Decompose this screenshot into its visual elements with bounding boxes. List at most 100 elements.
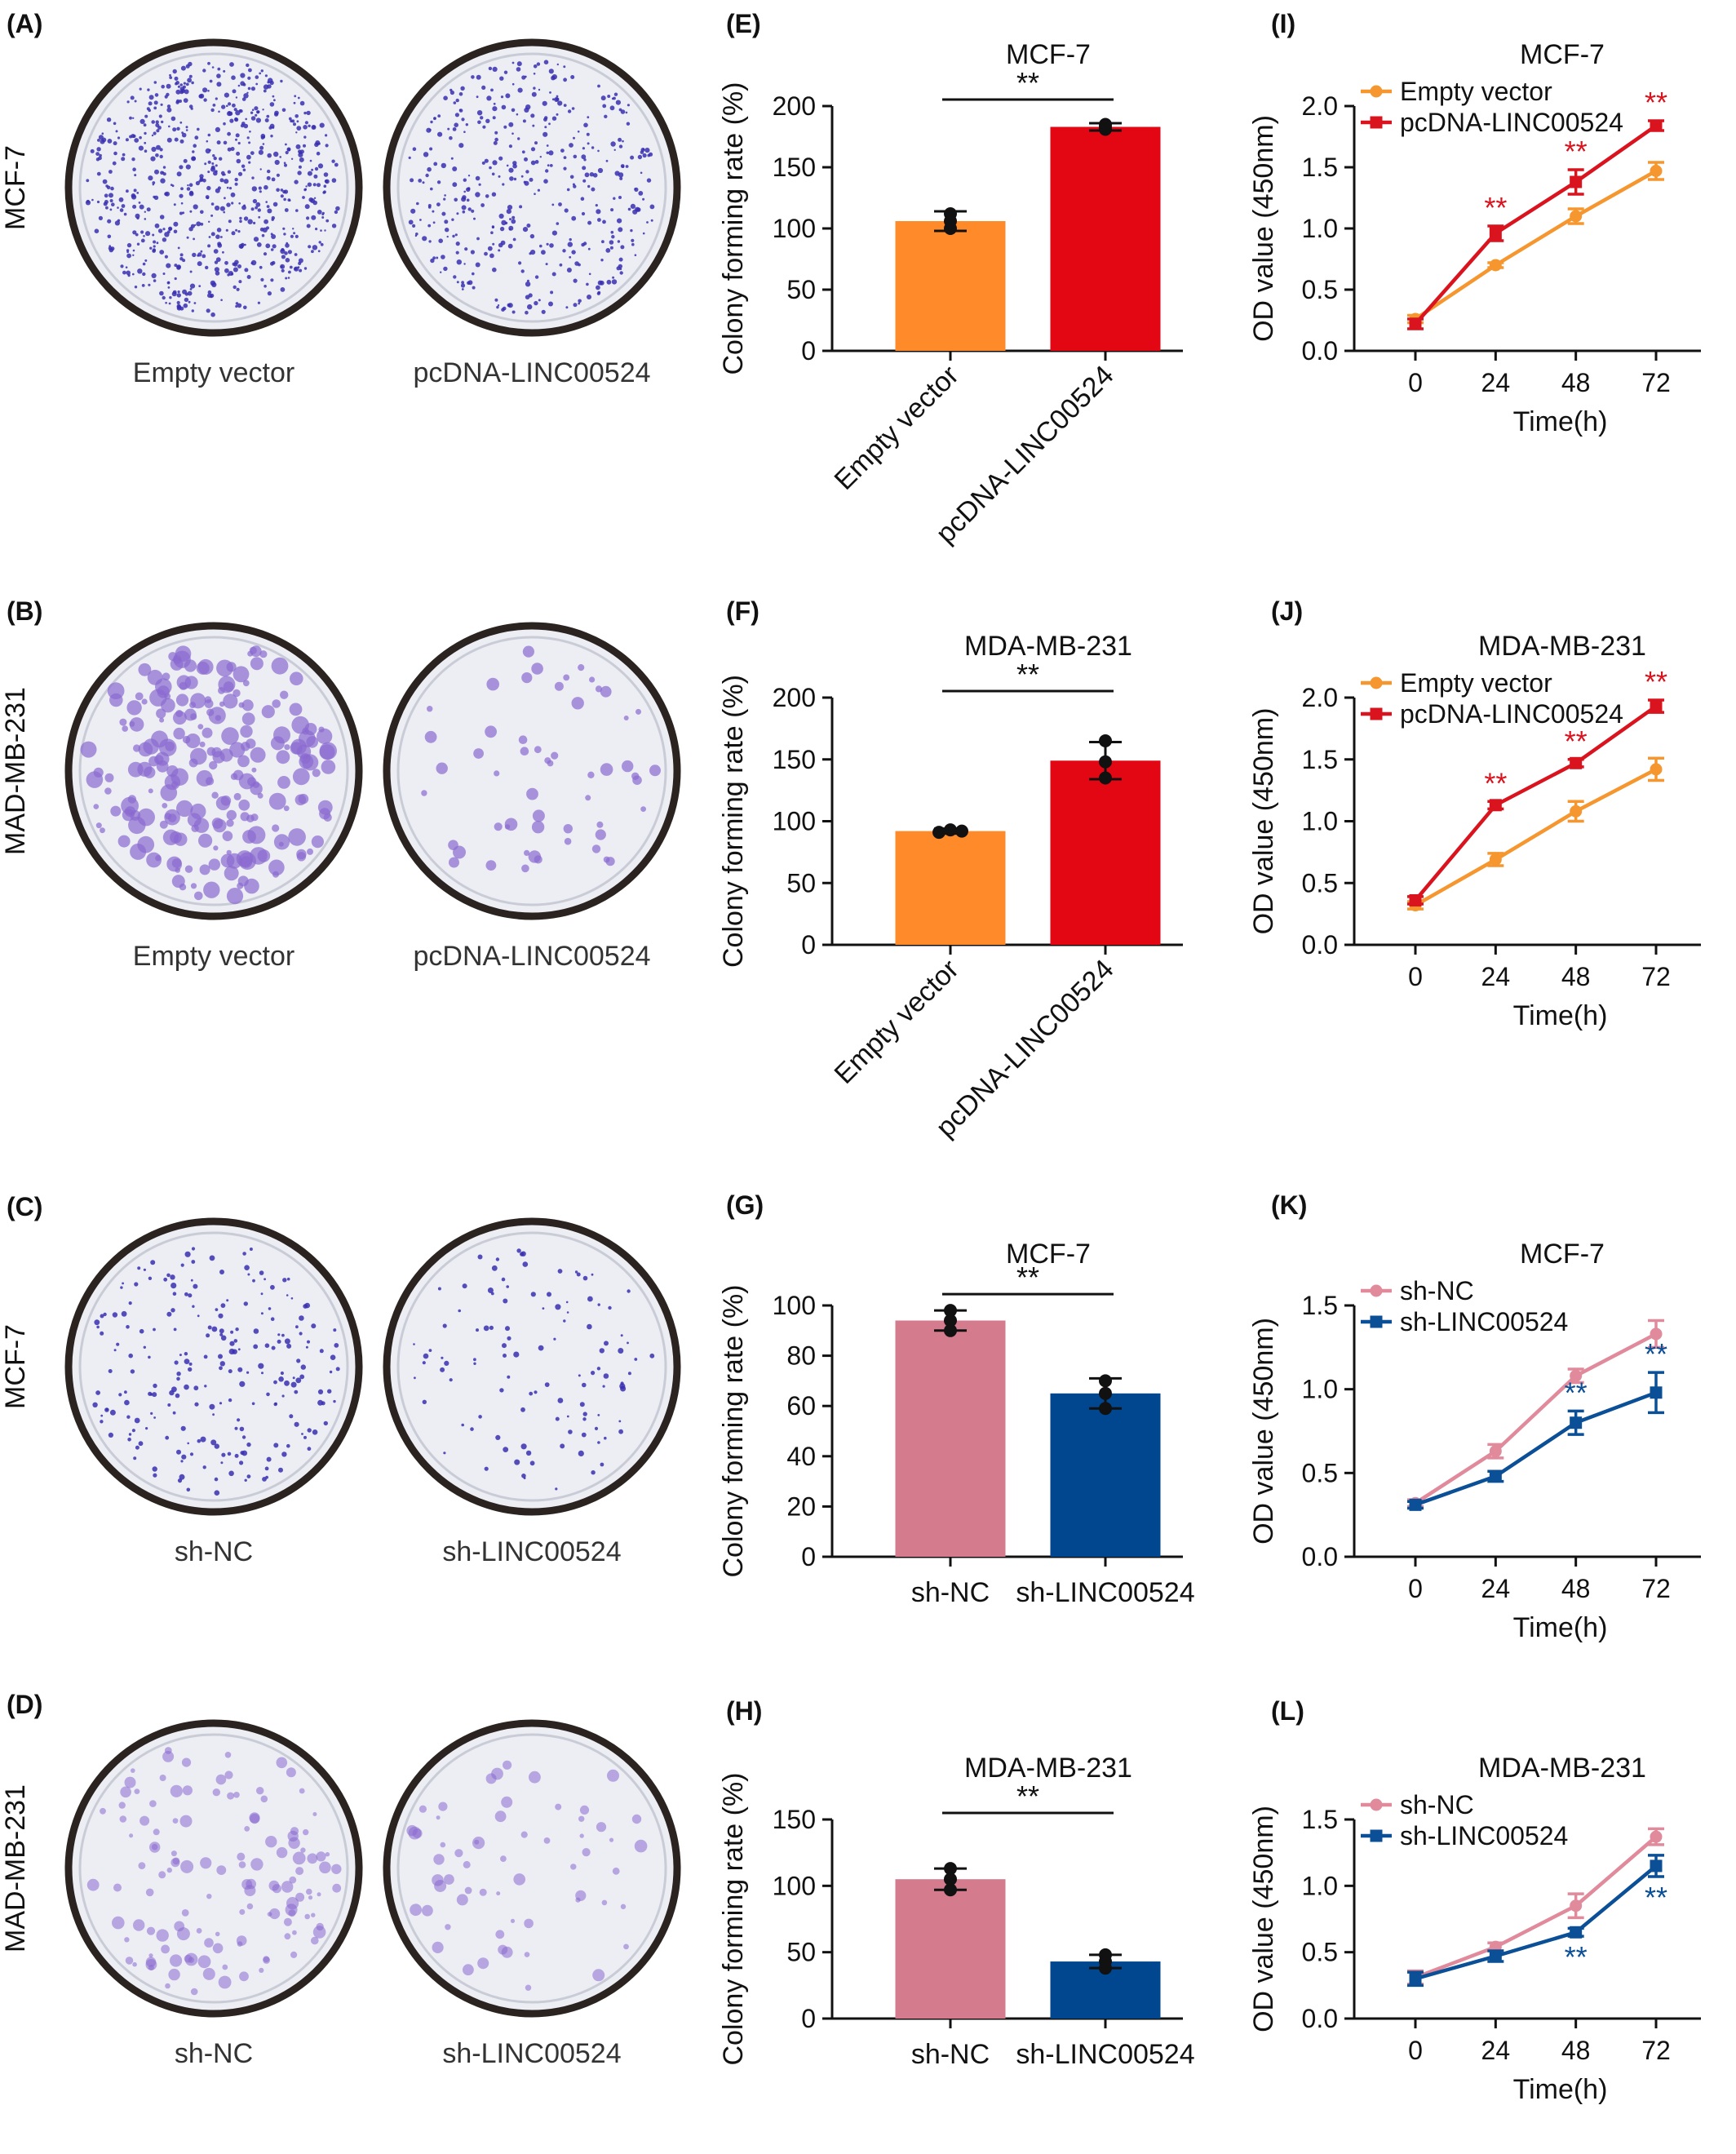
- y-tick-label: 0: [801, 336, 816, 366]
- colony: [174, 1360, 179, 1365]
- colony: [307, 1340, 310, 1344]
- colony: [505, 93, 511, 99]
- x-category-label: sh-LINC00524: [1016, 1577, 1194, 1608]
- colony: [179, 1474, 185, 1480]
- colony: [269, 123, 275, 129]
- colony: [289, 265, 293, 269]
- colony: [334, 210, 339, 215]
- colony: [166, 1311, 172, 1317]
- colony: [451, 218, 454, 221]
- colony: [158, 1871, 166, 1879]
- colony: [126, 1325, 130, 1329]
- colony: [456, 1894, 468, 1906]
- colony: [189, 210, 193, 213]
- colony: [117, 136, 121, 140]
- colony: [473, 217, 476, 220]
- colony: [170, 1308, 175, 1313]
- colony: [524, 75, 527, 78]
- colony: [437, 1287, 441, 1291]
- colony: [559, 263, 563, 267]
- colony: [620, 1381, 624, 1385]
- y-tick-label: 1.0: [1302, 1871, 1338, 1900]
- colony: [298, 165, 302, 169]
- dish-caption-1-1: pcDNA-LINC00524: [413, 941, 650, 972]
- colony: [197, 261, 202, 267]
- colony: [152, 1466, 157, 1472]
- colony: [308, 1895, 313, 1900]
- colony: [290, 671, 303, 685]
- colony: [555, 1304, 561, 1310]
- colony: [138, 663, 152, 676]
- colony: [211, 66, 215, 69]
- colony: [152, 181, 156, 184]
- colony: [101, 132, 104, 135]
- colony: [548, 301, 553, 307]
- colony: [138, 1441, 144, 1447]
- colony: [307, 1447, 312, 1452]
- colony: [545, 263, 548, 266]
- colony: [281, 268, 285, 273]
- data-point: [1650, 763, 1663, 776]
- colony: [295, 131, 298, 134]
- colony: [193, 302, 197, 304]
- colony: [292, 1851, 306, 1865]
- x-axis-label: Time(h): [1513, 1612, 1608, 1643]
- colony: [311, 250, 314, 254]
- colony: [303, 1828, 309, 1836]
- colony: [534, 275, 539, 279]
- colony: [605, 159, 609, 162]
- colony: [216, 140, 221, 145]
- colony: [602, 1385, 605, 1388]
- colony: [184, 1358, 190, 1364]
- colony: [129, 717, 144, 732]
- colony: [234, 182, 238, 186]
- data-point: [1099, 120, 1112, 134]
- colony: [162, 295, 166, 300]
- colony: [158, 114, 162, 118]
- colony: [440, 271, 442, 273]
- colony: [186, 187, 191, 191]
- colony: [239, 1460, 244, 1465]
- colony: [596, 1822, 607, 1833]
- colony: [187, 290, 193, 296]
- colony: [512, 163, 517, 169]
- colony: [282, 227, 286, 230]
- colony: [323, 813, 332, 822]
- colony: [265, 243, 271, 249]
- colony: [228, 1369, 232, 1374]
- colony: [188, 1293, 193, 1298]
- colony: [161, 120, 164, 124]
- colony: [151, 146, 157, 153]
- series-line: [1415, 1835, 1658, 1979]
- colony: [148, 1391, 153, 1396]
- colony: [125, 1957, 134, 1965]
- colony: [175, 710, 184, 717]
- y-axis-label: Colony forming rate (%): [718, 1284, 749, 1577]
- colony: [250, 207, 255, 211]
- colony: [259, 1967, 264, 1973]
- colony: [188, 758, 198, 768]
- colony: [408, 219, 414, 225]
- x-tick-label: 72: [1641, 2036, 1671, 2065]
- colony: [246, 91, 249, 95]
- x-category-label: sh-NC: [911, 2039, 990, 2070]
- legend-swatch-marker: [1370, 707, 1383, 720]
- colony: [273, 99, 276, 102]
- colony: [132, 134, 136, 138]
- colony: [138, 145, 144, 151]
- colony: [132, 117, 135, 119]
- colony: [460, 86, 465, 91]
- colony: [276, 1846, 288, 1859]
- colony: [232, 267, 238, 273]
- colony: [188, 1367, 193, 1372]
- colony: [551, 74, 557, 80]
- colony: [627, 1289, 631, 1293]
- colony: [196, 1928, 202, 1934]
- colony: [274, 110, 279, 116]
- colony: [476, 74, 481, 80]
- colony: [335, 1367, 340, 1372]
- colony: [145, 231, 151, 237]
- colony: [304, 121, 308, 125]
- colony: [159, 717, 165, 723]
- colony: [165, 1435, 170, 1440]
